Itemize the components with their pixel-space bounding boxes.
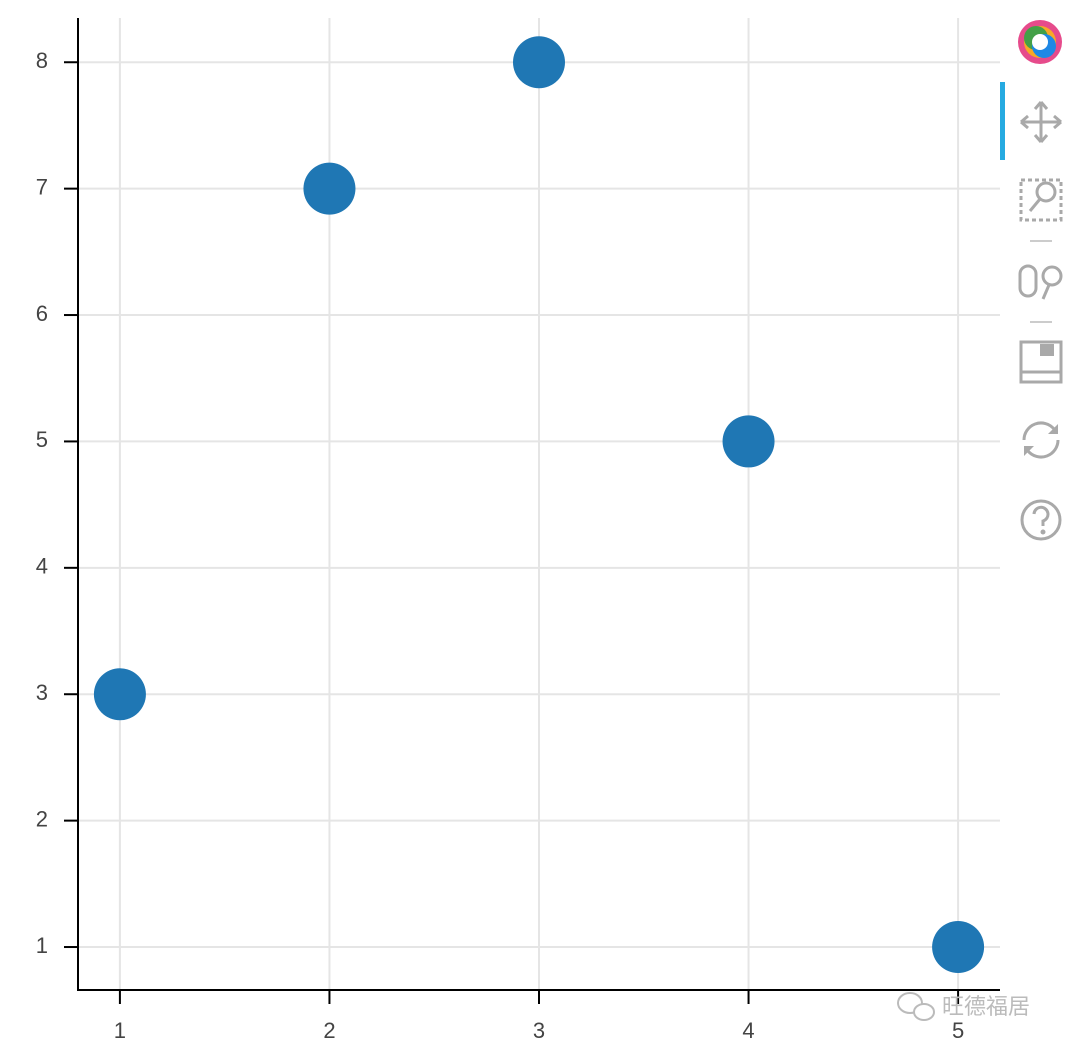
y-tick-label: 5 (36, 427, 48, 452)
box-zoom-tool[interactable] (1019, 178, 1063, 222)
y-tick-label: 8 (36, 48, 48, 73)
x-tick-label: 4 (742, 1018, 754, 1043)
point (303, 162, 356, 215)
x-tick-label: 5 (952, 1018, 964, 1043)
point (722, 415, 775, 468)
y-tick-label: 1 (36, 933, 48, 958)
point (513, 36, 565, 89)
y-tick-label: 6 (36, 301, 48, 326)
wheel-zoom-tool[interactable] (1018, 264, 1063, 300)
y-tick-label: 7 (36, 174, 48, 199)
x-tick-label: 1 (114, 1018, 126, 1043)
active-indicator (1000, 82, 1005, 160)
point (93, 668, 146, 721)
y-tick-label: 2 (36, 806, 48, 831)
save-tool[interactable] (1019, 340, 1063, 384)
point (932, 921, 985, 974)
x-tick-label: 2 (323, 1018, 335, 1043)
bokeh-logo (1018, 20, 1062, 64)
x-tick-label: 3 (533, 1018, 545, 1043)
wechat-icon (897, 992, 935, 1021)
reset-tool[interactable] (1022, 421, 1060, 459)
watermark: 旺德福居 (942, 994, 1030, 1019)
pan-tool[interactable] (1020, 101, 1062, 143)
help-tool[interactable] (1020, 499, 1062, 541)
toolbar (1000, 20, 1063, 541)
plot: 1 2 3 4 5 1 2 3 4 5 6 7 8 (36, 18, 1000, 1043)
y-tick-label: 4 (36, 554, 48, 579)
y-tick-label: 3 (36, 680, 48, 705)
